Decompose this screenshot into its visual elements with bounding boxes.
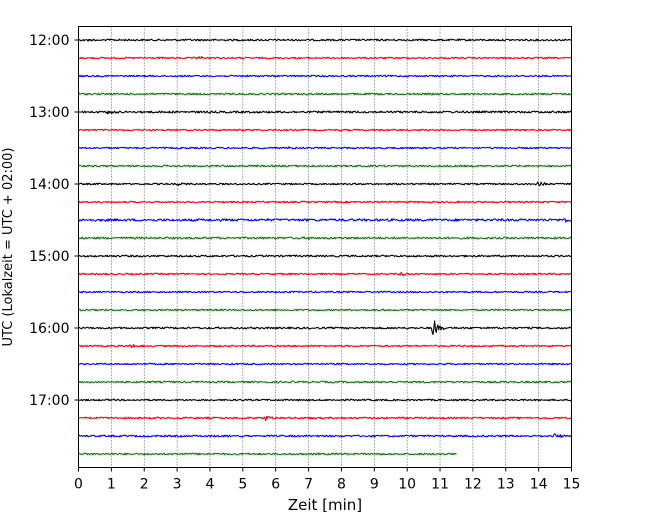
x-tick-label: 2 bbox=[140, 477, 149, 493]
trace-1545 bbox=[78, 308, 572, 312]
x-tick-label: 4 bbox=[206, 477, 215, 493]
x-tick-label: 8 bbox=[337, 477, 346, 493]
trace-1530 bbox=[78, 290, 572, 294]
trace-1300 bbox=[78, 110, 572, 115]
y-tick-label: 15:00 bbox=[29, 249, 69, 265]
x-tick-label: 9 bbox=[370, 477, 379, 493]
trace-1215 bbox=[78, 55, 572, 60]
x-tick-label: 15 bbox=[563, 477, 581, 493]
y-tick-label: 13:00 bbox=[29, 105, 69, 121]
trace-1330 bbox=[78, 146, 572, 150]
trace-1400 bbox=[78, 181, 572, 187]
x-tick-label: 13 bbox=[497, 477, 515, 493]
x-tick-label: 14 bbox=[530, 477, 548, 493]
trace-1700 bbox=[78, 398, 572, 402]
trace-1645 bbox=[78, 380, 572, 384]
trace-1200 bbox=[78, 38, 572, 42]
seismogram-traces bbox=[78, 38, 572, 456]
trace-1230 bbox=[78, 74, 572, 78]
x-tick-label: 11 bbox=[431, 477, 449, 493]
trace-1515 bbox=[78, 271, 572, 277]
y-tick-label: 12:00 bbox=[29, 33, 69, 49]
x-axis-label: Zeit [min] bbox=[288, 496, 362, 514]
x-tick-label: 0 bbox=[74, 477, 83, 493]
trace-1245 bbox=[78, 92, 572, 96]
plot-frame bbox=[78, 26, 572, 468]
trace-1715 bbox=[78, 415, 572, 422]
y-tick-label: 17:00 bbox=[29, 393, 69, 409]
trace-1315 bbox=[78, 128, 572, 132]
x-tick-label: 12 bbox=[464, 477, 482, 493]
x-tick-label: 5 bbox=[238, 477, 247, 493]
x-tick-label: 7 bbox=[304, 477, 313, 493]
trace-1600 bbox=[78, 320, 572, 336]
x-tick-label: 10 bbox=[398, 477, 416, 493]
x-tick-label: 6 bbox=[271, 477, 280, 493]
trace-1500 bbox=[78, 254, 572, 258]
y-tick-label: 14:00 bbox=[29, 177, 69, 193]
trace-1430 bbox=[78, 218, 572, 223]
trace-1630 bbox=[78, 362, 572, 366]
trace-1415 bbox=[78, 200, 572, 204]
y-axis-ticks: 12:00 13:00 14:00 15:00 16:00 17:00 bbox=[29, 33, 79, 409]
trace-1445 bbox=[78, 236, 572, 241]
trace-1345 bbox=[78, 164, 572, 168]
x-tick-label: 1 bbox=[107, 477, 116, 493]
x-axis-ticks: 0 1 2 3 4 5 6 7 8 9 10 11 12 13 14 15 bbox=[74, 467, 581, 493]
y-tick-label: 16:00 bbox=[29, 321, 69, 337]
y-axis-label: UTC (Lokalzeit = UTC + 02:00) bbox=[1, 148, 16, 347]
x-tick-label: 3 bbox=[173, 477, 182, 493]
trace-1615 bbox=[78, 344, 572, 349]
trace-1730 bbox=[78, 433, 572, 438]
trace-1745 bbox=[78, 452, 457, 456]
